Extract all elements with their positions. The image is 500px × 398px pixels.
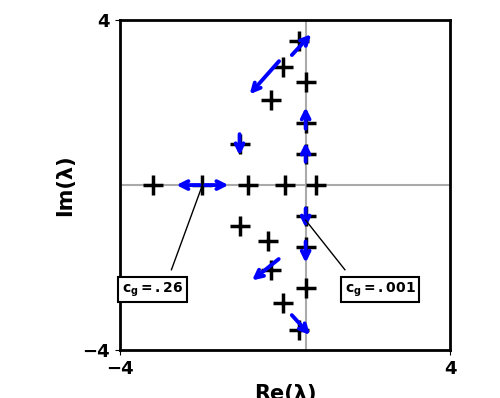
X-axis label: Re(λ): Re(λ): [254, 384, 316, 398]
Text: $\mathbf{c_g}$$\mathbf{= .26}$: $\mathbf{c_g}$$\mathbf{= .26}$: [122, 281, 183, 299]
Text: $\mathbf{c_g}$$\mathbf{= .001}$: $\mathbf{c_g}$$\mathbf{= .001}$: [345, 281, 416, 299]
Y-axis label: Im(λ): Im(λ): [56, 154, 76, 216]
